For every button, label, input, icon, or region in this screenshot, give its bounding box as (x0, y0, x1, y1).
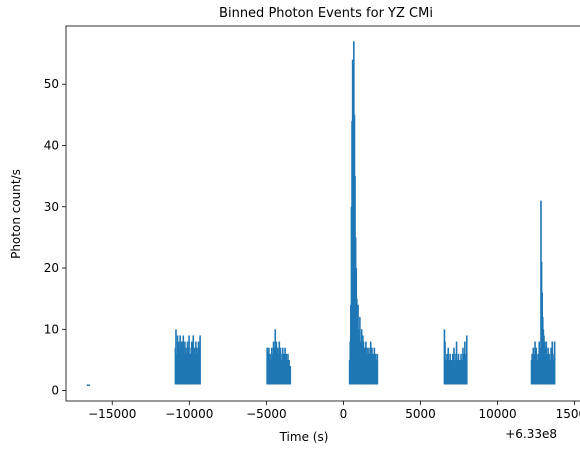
y-tick-label: 10 (44, 322, 59, 336)
bar (275, 341, 278, 385)
segment-5 (443, 329, 468, 385)
segment-1 (86, 384, 90, 386)
bar (184, 341, 186, 385)
bar (553, 341, 556, 385)
bar (465, 335, 468, 385)
x-tick-label: −10000 (165, 407, 213, 421)
bar (182, 335, 185, 385)
bar (376, 353, 379, 385)
bar (460, 353, 462, 385)
x-axis-label: Time (s) (279, 430, 329, 444)
y-tick-label: 0 (51, 384, 59, 398)
x-tick-label: 0 (340, 407, 348, 421)
y-tick-label: 20 (44, 261, 59, 275)
y-tick-label: 40 (44, 138, 59, 152)
x-tick-label: 15000 (556, 407, 580, 421)
segment-4 (348, 41, 379, 385)
x-axis: −15000 −10000 −5000 0 5000 10000 15000 (88, 401, 580, 421)
x-tick-label: −15000 (88, 407, 136, 421)
bar (278, 341, 281, 385)
segment-2 (174, 329, 201, 385)
bar (289, 366, 292, 385)
bar (175, 329, 177, 385)
chart-title: Binned Photon Events for YZ CMi (219, 6, 433, 21)
x-tick-label: 5000 (405, 407, 436, 421)
bar (457, 353, 460, 385)
bar (86, 384, 89, 386)
plot-frame (65, 25, 580, 402)
bar (199, 335, 201, 385)
bar (196, 347, 198, 385)
x-tick-label: 10000 (479, 407, 517, 421)
bar (179, 353, 182, 385)
x-tick-label: −5000 (246, 407, 287, 421)
bar (373, 347, 376, 385)
bar (197, 341, 200, 385)
y-tick-label: 30 (44, 200, 59, 214)
bar (186, 341, 189, 385)
bar (269, 353, 271, 385)
bar (177, 341, 180, 385)
plot-area (86, 41, 556, 386)
segment-6 (530, 200, 556, 385)
y-tick-label: 50 (44, 77, 59, 91)
bar (88, 384, 90, 386)
y-axis: 0 10 20 30 40 50 (44, 77, 66, 398)
segment-3 (266, 329, 292, 385)
y-axis-label: Photon count/s (9, 169, 23, 259)
bar (190, 341, 193, 385)
x-offset-label: +6.33e8 (505, 427, 557, 441)
bar (285, 353, 288, 385)
